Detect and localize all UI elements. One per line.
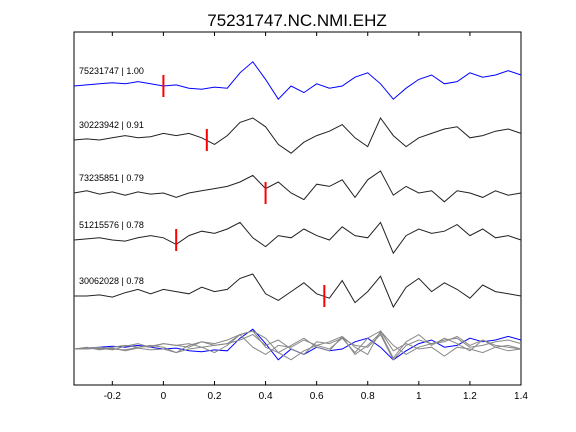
trace-5: 30062028 | 0.78 xyxy=(74,273,522,309)
trace-3: 73235851 | 0.79 xyxy=(73,170,522,204)
trace-line xyxy=(74,273,522,309)
x-tick-label: 0.8 xyxy=(361,391,375,402)
trace-label: 73235851 | 0.79 xyxy=(79,173,144,183)
trace-line xyxy=(73,170,522,203)
chart-title: 75231747.NC.NMI.EHZ xyxy=(207,11,387,30)
trace-line xyxy=(73,61,522,101)
x-tick-label: 0 xyxy=(161,391,167,402)
x-tick-label: 1.4 xyxy=(514,391,528,402)
x-axis: -0.2 0 0.2 0.4 0.6 0.8 1 1.2 1.4 xyxy=(104,32,528,402)
trace-stack: 75231747 | 1.00 30223942 | 0.91 73235851 |… xyxy=(73,61,522,309)
trace-line xyxy=(73,221,522,255)
overlay-trace-3 xyxy=(73,330,522,357)
overlay-trace-4 xyxy=(73,333,522,361)
x-tick-label: 1 xyxy=(416,391,422,402)
plot-frame xyxy=(73,31,522,386)
overlay-trace-5 xyxy=(74,330,522,359)
x-tick-label: -0.2 xyxy=(104,391,122,402)
x-tick-label: 0.2 xyxy=(208,391,222,402)
x-tick-label: 0.6 xyxy=(310,391,324,402)
trace-label: 51215576 | 0.78 xyxy=(79,220,144,230)
trace-2: 30223942 | 0.91 xyxy=(73,117,522,154)
overlay-traces xyxy=(73,328,522,361)
trace-label: 30223942 | 0.91 xyxy=(79,120,144,130)
trace-line xyxy=(73,117,522,154)
trace-label: 75231747 | 1.00 xyxy=(79,66,144,76)
trace-label: 30062028 | 0.78 xyxy=(79,276,144,286)
x-tick-label: 0.4 xyxy=(259,391,273,402)
trace-4: 51215576 | 0.78 xyxy=(73,220,522,255)
x-tick-label: 1.2 xyxy=(463,391,477,402)
trace-1: 75231747 | 1.00 xyxy=(73,61,522,101)
